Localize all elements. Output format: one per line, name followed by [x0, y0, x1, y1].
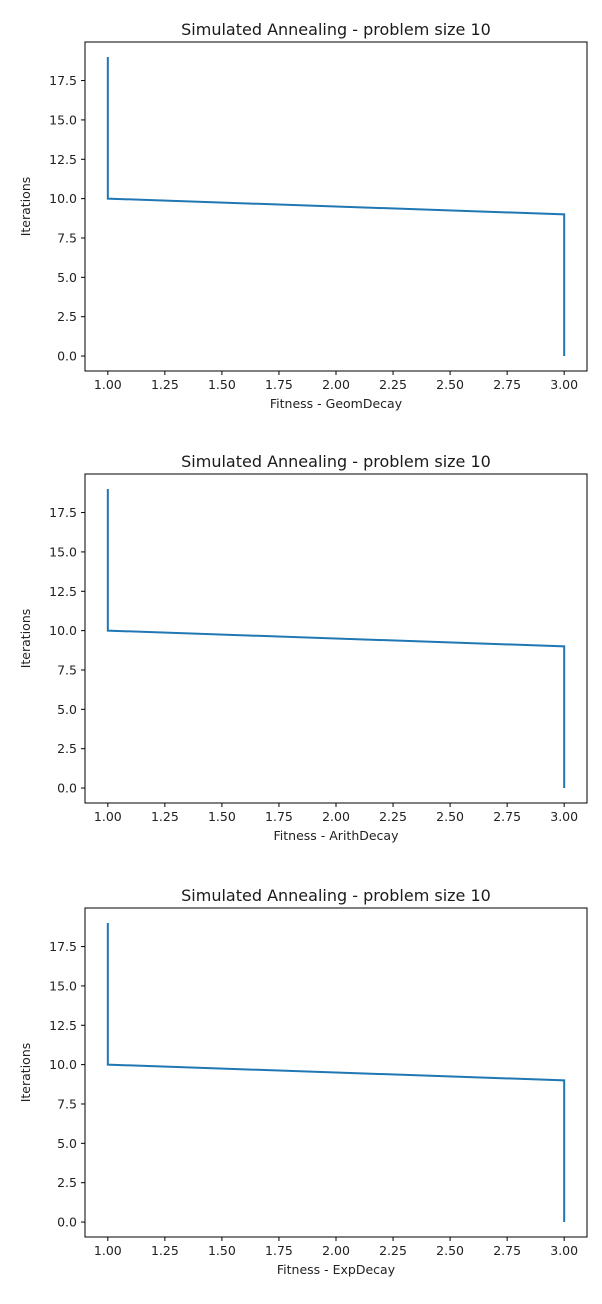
series-line [106, 488, 566, 789]
y-tick-label: 15.0 [49, 112, 77, 127]
x-tick-label: 1.75 [265, 809, 293, 824]
y-tick-label: 5.0 [57, 702, 77, 717]
x-tick-label: 3.00 [550, 809, 578, 824]
y-tick-label: 12.5 [49, 584, 77, 599]
series-line [106, 56, 566, 357]
y-tick-label: 2.5 [57, 741, 77, 756]
x-tick-label: 2.00 [322, 377, 350, 392]
x-tick-label: 2.50 [436, 377, 464, 392]
y-tick-label: 10.0 [49, 1057, 77, 1072]
x-tick-label: 2.75 [493, 809, 521, 824]
x-axis-label: Fitness - ArithDecay [274, 828, 400, 843]
chart-title: Simulated Annealing - problem size 10 [181, 20, 491, 39]
y-tick-label: 17.5 [49, 73, 77, 88]
x-tick-label: 1.25 [151, 1243, 179, 1258]
y-tick-label: 12.5 [49, 152, 77, 167]
y-tick-label: 5.0 [57, 1136, 77, 1151]
x-tick-label: 2.50 [436, 1243, 464, 1258]
x-tick-label: 1.50 [208, 1243, 236, 1258]
x-tick-label: 1.25 [151, 377, 179, 392]
y-tick-label: 15.0 [49, 978, 77, 993]
y-tick-label: 17.5 [49, 939, 77, 954]
x-tick-label: 1.75 [265, 1243, 293, 1258]
y-tick-label: 2.5 [57, 309, 77, 324]
y-tick-label: 17.5 [49, 505, 77, 520]
x-tick-label: 2.75 [493, 377, 521, 392]
subplot: Simulated Annealing - problem size 10 1.0… [18, 886, 588, 1277]
x-axis-label: Fitness - GeomDecay [270, 396, 403, 411]
y-tick-label: 7.5 [57, 230, 77, 245]
subplot: Simulated Annealing - problem size 10 1.0… [18, 20, 588, 411]
x-tick-label: 2.25 [379, 1243, 407, 1258]
x-tick-label: 1.00 [94, 809, 122, 824]
x-tick-label: 3.00 [550, 377, 578, 392]
y-tick-label: 10.0 [49, 191, 77, 206]
x-tick-label: 2.75 [493, 1243, 521, 1258]
x-tick-label: 2.25 [379, 809, 407, 824]
x-tick-label: 3.00 [550, 1243, 578, 1258]
x-tick-label: 1.50 [208, 377, 236, 392]
x-tick-label: 2.25 [379, 377, 407, 392]
y-tick-label: 2.5 [57, 1175, 77, 1190]
x-axis-label: Fitness - ExpDecay [277, 1262, 396, 1277]
x-tick-label: 2.50 [436, 809, 464, 824]
x-tick-label: 1.75 [265, 377, 293, 392]
x-tick-label: 1.00 [94, 1243, 122, 1258]
x-tick-label: 2.00 [322, 809, 350, 824]
y-tick-label: 0.0 [57, 1215, 77, 1230]
y-tick-label: 5.0 [57, 270, 77, 285]
chart-title: Simulated Annealing - problem size 10 [181, 886, 491, 905]
y-tick-label: 7.5 [57, 662, 77, 677]
y-tick-label: 0.0 [57, 781, 77, 796]
chart-title: Simulated Annealing - problem size 10 [181, 452, 491, 471]
y-axis-label: Iterations [18, 1043, 33, 1103]
y-axis-label: Iterations [18, 609, 33, 669]
y-tick-label: 7.5 [57, 1096, 77, 1111]
y-tick-label: 15.0 [49, 544, 77, 559]
y-tick-label: 0.0 [57, 349, 77, 364]
subplot: Simulated Annealing - problem size 10 1.0… [18, 452, 588, 843]
series-line [106, 922, 566, 1223]
x-tick-label: 1.50 [208, 809, 236, 824]
x-tick-label: 1.00 [94, 377, 122, 392]
x-tick-label: 2.00 [322, 1243, 350, 1258]
y-tick-label: 12.5 [49, 1018, 77, 1033]
y-tick-label: 10.0 [49, 623, 77, 638]
y-axis-label: Iterations [18, 177, 33, 237]
x-tick-label: 1.25 [151, 809, 179, 824]
